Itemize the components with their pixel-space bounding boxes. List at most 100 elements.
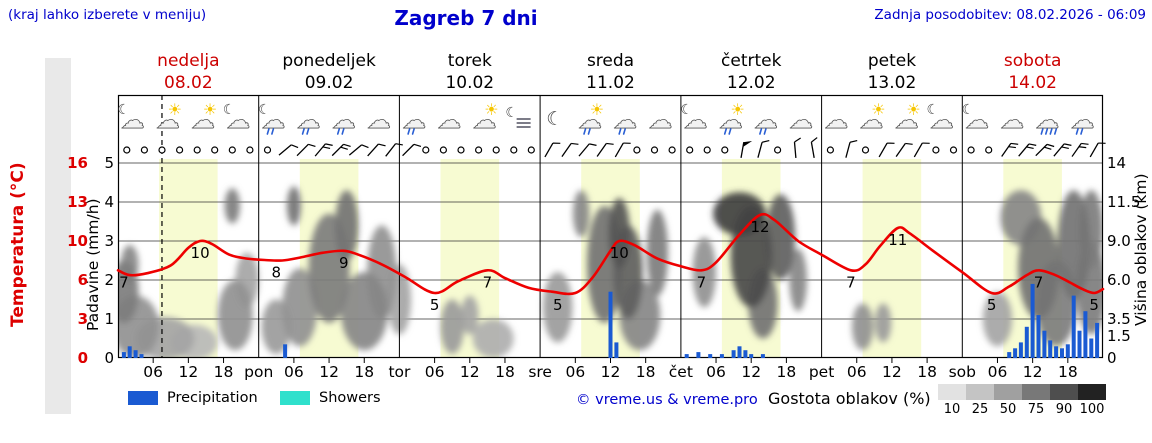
day-name: sreda bbox=[586, 51, 635, 71]
cloud-density-gradient bbox=[938, 384, 1106, 400]
svg-text:5: 5 bbox=[987, 296, 997, 314]
svg-text:☁: ☁ bbox=[824, 106, 848, 134]
svg-text:☀: ☀ bbox=[871, 100, 885, 119]
last-update-text: Zadnja posodobitev: 08.02.2026 - 06:09 bbox=[874, 7, 1146, 23]
svg-text:12: 12 bbox=[1023, 363, 1043, 381]
svg-text:☾: ☾ bbox=[223, 102, 236, 118]
axis-tick: 5 bbox=[104, 154, 114, 172]
svg-text:7: 7 bbox=[119, 273, 129, 291]
clouds-layer bbox=[118, 186, 1103, 358]
svg-text:☁: ☁ bbox=[859, 106, 883, 134]
svg-text:☾: ☾ bbox=[505, 105, 518, 121]
temperature-line bbox=[116, 212, 1105, 296]
copyright-link[interactable]: © vreme.us & vreme.pro bbox=[576, 392, 758, 408]
svg-text:☁: ☁ bbox=[895, 106, 919, 134]
showers-label: Showers bbox=[319, 390, 381, 406]
svg-text:12: 12 bbox=[178, 363, 198, 381]
axis-tick: 3.5 bbox=[1107, 310, 1131, 328]
temperature-axis-ticks: 16 13 10 6 3 0 bbox=[54, 0, 88, 443]
svg-text:12: 12 bbox=[741, 363, 761, 381]
day-date: 12.02 bbox=[726, 73, 776, 93]
day-header: ponedeljek 09.02 bbox=[259, 50, 400, 94]
svg-text:☁: ☁ bbox=[297, 106, 321, 134]
svg-text:čet: čet bbox=[669, 363, 693, 381]
day-name: torek bbox=[447, 51, 492, 71]
precipitation-label: Precipitation bbox=[167, 390, 258, 406]
cloud-density-cell bbox=[1050, 384, 1078, 400]
svg-text:9: 9 bbox=[339, 254, 349, 272]
svg-text:☀: ☀ bbox=[590, 100, 604, 119]
temperature-axis-label: Temperatura (°C) bbox=[8, 162, 28, 328]
axis-tick: 0 bbox=[104, 349, 114, 367]
svg-text:06: 06 bbox=[425, 363, 445, 381]
menu-hint: (kraj lahko izberete v meniju) bbox=[8, 7, 207, 23]
svg-text:10: 10 bbox=[191, 244, 210, 262]
axis-tick: 2 bbox=[104, 271, 114, 289]
cloud-height-axis-ticks: 14 11.5 9.0 6.0 3.5 1.5 0 bbox=[1107, 0, 1145, 443]
svg-text:06: 06 bbox=[706, 363, 726, 381]
day-header: četrtek 12.02 bbox=[681, 50, 822, 94]
svg-text:11: 11 bbox=[888, 231, 907, 249]
x-axis-labels: 06 12 18 pon 06 12 18 tor 06 12 18 sre 06 12 18 čet 06 12… bbox=[143, 358, 1078, 381]
cloud-density-tick: 25 bbox=[971, 402, 989, 417]
svg-text:18: 18 bbox=[495, 363, 515, 381]
svg-text:☾: ☾ bbox=[258, 102, 271, 118]
axis-tick: 0 bbox=[77, 349, 88, 367]
svg-text:☁: ☁ bbox=[367, 106, 391, 134]
cloud-density-tick: 100 bbox=[1079, 402, 1105, 417]
axis-tick: 3 bbox=[104, 232, 114, 250]
svg-text:12: 12 bbox=[882, 363, 902, 381]
svg-text:06: 06 bbox=[847, 363, 867, 381]
axis-tick: 6.0 bbox=[1107, 271, 1131, 289]
axis-tick: 3 bbox=[77, 310, 88, 328]
svg-text:☁: ☁ bbox=[121, 106, 145, 134]
day-header: sobota 14.02 bbox=[962, 50, 1103, 94]
day-date: 09.02 bbox=[304, 73, 354, 93]
svg-text:☁: ☁ bbox=[965, 106, 989, 134]
axis-tick: 16 bbox=[67, 154, 88, 172]
svg-text:06: 06 bbox=[988, 363, 1008, 381]
svg-text:5: 5 bbox=[1089, 296, 1099, 314]
svg-text:8: 8 bbox=[272, 264, 282, 282]
svg-text:sob: sob bbox=[949, 363, 976, 381]
axis-tick: 0 bbox=[1107, 349, 1117, 367]
day-name: ponedeljek bbox=[282, 51, 376, 71]
svg-text:pon: pon bbox=[244, 363, 273, 381]
svg-text:☀: ☀ bbox=[168, 100, 182, 119]
svg-text:☁: ☁ bbox=[437, 106, 461, 134]
svg-text:sre: sre bbox=[528, 363, 552, 381]
svg-text:5: 5 bbox=[430, 296, 440, 314]
svg-text:☁: ☁ bbox=[930, 106, 954, 134]
axis-tick: 13 bbox=[67, 193, 88, 211]
day-date: 11.02 bbox=[586, 73, 635, 93]
cloud-density-tick: 10 bbox=[943, 402, 961, 417]
cloud-density-cell bbox=[938, 384, 966, 400]
svg-text:☾: ☾ bbox=[546, 108, 563, 130]
svg-text:☁: ☁ bbox=[156, 106, 180, 134]
svg-text:18: 18 bbox=[354, 363, 374, 381]
svg-text:☾: ☾ bbox=[926, 102, 939, 118]
svg-text:7: 7 bbox=[483, 273, 493, 291]
day-date: 10.02 bbox=[445, 73, 495, 93]
svg-text:12: 12 bbox=[319, 363, 339, 381]
svg-text:18: 18 bbox=[214, 363, 234, 381]
svg-text:☁: ☁ bbox=[472, 106, 496, 134]
weather-icons-row: ☾☁ ☀☁ ☀☁ ☾☁ ☾☁ ☁ ☁ ☁ ☁ ☁ ☀☁ ☾ ☾ ☀☁ ☁ ☁ ☾☁ ☀☁ ☁ ☁ ☁ ☀☁ ☀☁ ☾☁ ☾☁ ☁ ☁… bbox=[117, 100, 1095, 135]
axis-tick: 14 bbox=[1107, 154, 1127, 172]
svg-text:5: 5 bbox=[553, 296, 563, 314]
axis-tick: 1.5 bbox=[1107, 326, 1131, 345]
svg-text:12: 12 bbox=[601, 363, 621, 381]
cloud-density-cell bbox=[1078, 384, 1106, 400]
day-date: 14.02 bbox=[1008, 73, 1057, 93]
cloud-density-label: Gostota oblakov (%) bbox=[768, 389, 931, 408]
axis-tick: 11.5 bbox=[1107, 193, 1141, 211]
day-name: nedelja bbox=[157, 51, 220, 71]
svg-text:☁: ☁ bbox=[789, 106, 813, 134]
axis-tick: 10 bbox=[67, 232, 88, 250]
axis-tick: 9.0 bbox=[1107, 232, 1131, 250]
svg-text:☁: ☁ bbox=[1000, 106, 1024, 134]
cloud-density-tick: 50 bbox=[999, 402, 1017, 417]
svg-text:tor: tor bbox=[388, 363, 411, 381]
svg-text:☁: ☁ bbox=[191, 106, 215, 134]
